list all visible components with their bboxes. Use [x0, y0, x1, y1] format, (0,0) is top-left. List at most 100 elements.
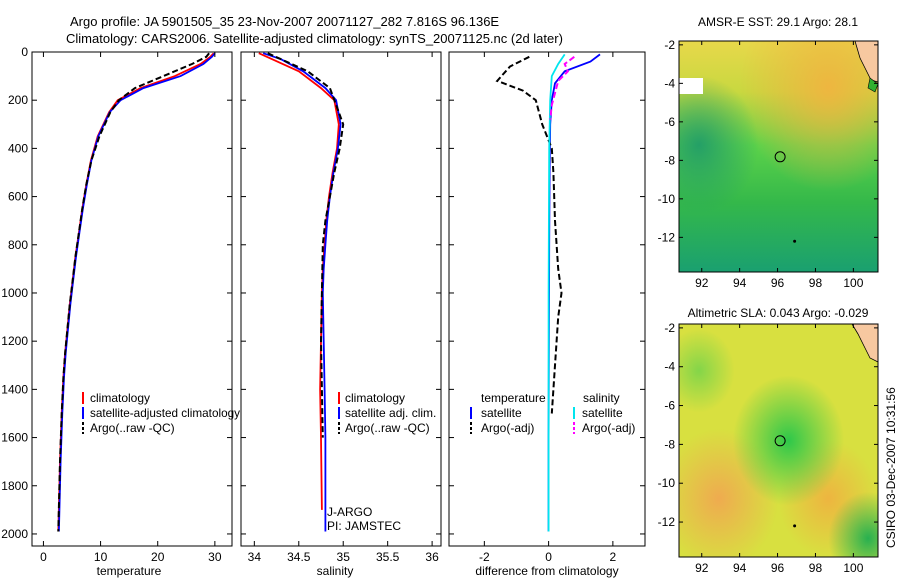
- temperature-lines: [57, 52, 216, 532]
- y-tick-label: 1200: [1, 334, 28, 348]
- temperature-axes-frame: [31, 51, 233, 547]
- difference-xlabel: difference from climatology: [475, 564, 618, 578]
- salinity-panel: 34 34.5 35 35.5 36 salinity climatology sate…: [240, 51, 442, 578]
- x-tick-label: 0: [545, 550, 552, 564]
- y-tick-label: -4: [664, 76, 675, 90]
- y-tick-label: 400: [8, 141, 28, 155]
- y-tick-label: 600: [8, 190, 28, 204]
- y-tick-label: -8: [664, 437, 675, 451]
- location-dot: [793, 524, 797, 528]
- legend-label-climatology: climatology: [345, 391, 405, 405]
- land-coast: [867, 77, 879, 93]
- y-tick-label: 1000: [1, 286, 28, 300]
- y-tick-label: -12: [658, 515, 676, 529]
- figure-title-line2: Climatology: CARS2006. Satellite-adjuste…: [66, 31, 563, 46]
- salinity-y-ticks: [241, 51, 441, 535]
- sla-low-region: [679, 324, 878, 557]
- x-tick-label: 35.5: [376, 550, 400, 564]
- legend-label-argo: Argo(..raw -QC): [90, 421, 175, 435]
- y-tick-label: 0: [21, 45, 28, 59]
- legend-label-satellite: satellite adj. clim.: [345, 406, 436, 420]
- difference-axes-frame: [448, 51, 646, 547]
- legend-label-temp-argo: Argo(-adj): [481, 421, 534, 435]
- x-tick-label: 98: [809, 561, 823, 575]
- series-line: [547, 53, 566, 532]
- x-tick-label: 10: [94, 550, 108, 564]
- y-tick-label: -2: [664, 38, 675, 52]
- y-tick-label: -12: [658, 230, 676, 244]
- y-tick-label: 1600: [1, 431, 28, 445]
- x-tick-label: 35: [337, 550, 351, 564]
- series-line: [58, 52, 216, 532]
- x-tick-label: 94: [733, 561, 747, 575]
- series-line: [495, 55, 563, 414]
- y-tick-label: 1400: [1, 382, 28, 396]
- y-tick-label: 800: [8, 238, 28, 252]
- x-tick-label: 92: [695, 276, 709, 290]
- y-tick-label: -6: [664, 115, 675, 129]
- x-tick-label: -2: [479, 550, 490, 564]
- figure-title-line1: Argo profile: JA 5901505_35 23-Nov-2007 …: [70, 14, 499, 29]
- sla-axes-frame: [678, 323, 879, 558]
- argo-position-marker: [774, 435, 786, 447]
- y-tick-label: 200: [8, 93, 28, 107]
- legend-title-temperature: temperature: [481, 391, 546, 405]
- sst-missing-data: [679, 78, 703, 94]
- x-tick-label: 2: [610, 550, 617, 564]
- temperature-xlabel: temperature: [97, 564, 162, 578]
- legend-label-sal-argo: Argo(-adj): [582, 421, 635, 435]
- salinity-xlabel: salinity: [317, 564, 354, 578]
- series-line: [267, 52, 345, 438]
- salinity-axes-frame: [240, 51, 442, 547]
- x-tick-label: 0: [40, 550, 47, 564]
- temperature-y-ticks: 0 200 400 600 800 1000 1200 1400 1600 1800 2000: [1, 45, 232, 541]
- x-tick-label: 98: [809, 276, 823, 290]
- sst-axes: 92 94 96 98 100 -2 -4 -6 -8 -10 -12: [658, 38, 878, 290]
- x-tick-label: 30: [208, 550, 222, 564]
- series-line: [549, 56, 575, 120]
- legend-label-argo: Argo(..raw -QC): [345, 421, 430, 435]
- annotation-pi: PI: JAMSTEC: [327, 519, 401, 533]
- series-line: [57, 52, 210, 532]
- difference-y-ticks: [449, 51, 645, 535]
- y-tick-label: 2000: [1, 527, 28, 541]
- sla-axes: 92 94 96 98 100 -2 -4 -6 -8 -10 -12: [658, 321, 878, 575]
- difference-x-ticks: -2 0 2: [479, 52, 617, 564]
- x-tick-label: 94: [733, 276, 747, 290]
- legend-label-sal-satellite: satellite: [582, 406, 623, 420]
- temperature-x-ticks: 0 10 20 30: [40, 52, 222, 564]
- sst-map-title: AMSR-E SST: 29.1 Argo: 28.1: [698, 15, 858, 29]
- difference-panel: -2 0 2 difference from climatology tempera…: [448, 51, 646, 578]
- y-tick-label: -10: [658, 476, 676, 490]
- legend-title-salinity: salinity: [583, 391, 620, 405]
- x-tick-label: 34: [248, 550, 262, 564]
- x-tick-label: 100: [843, 276, 863, 290]
- y-tick-label: -4: [664, 360, 675, 374]
- annotation-program: J-ARGO: [327, 505, 372, 519]
- legend-label-satellite: satellite-adjusted climatology: [90, 406, 240, 420]
- y-tick-label: -6: [664, 399, 675, 413]
- temperature-panel: 0 10 20 30 0 200 400 600 800 1000 1200 1400 1600 180…: [1, 45, 240, 578]
- y-tick-label: 1800: [1, 479, 28, 493]
- sla-map-title: Altimetric SLA: 0.043 Argo: -0.029: [688, 306, 869, 320]
- sst-map: AMSR-E SST: 29.1 Argo: 28.1 92 94 96 98 100 -…: [658, 15, 879, 290]
- salinity-legend: climatology satellite adj. clim. Argo(..…: [338, 391, 436, 435]
- x-tick-label: 96: [771, 276, 785, 290]
- salinity-lines: [258, 52, 345, 532]
- x-tick-label: 34.5: [287, 550, 311, 564]
- series-line: [57, 52, 215, 532]
- series-line: [262, 52, 342, 532]
- x-tick-label: 20: [151, 550, 165, 564]
- footer-stamp: CSIRO 03-Dec-2007 10:31:56: [884, 387, 898, 548]
- location-dot: [793, 239, 797, 243]
- x-tick-label: 100: [843, 561, 863, 575]
- salinity-x-ticks: 34 34.5 35 35.5 36: [248, 52, 439, 564]
- y-tick-label: -8: [664, 153, 675, 167]
- legend-label-temp-satellite: satellite: [481, 406, 522, 420]
- difference-legend: temperature satellite Argo(-adj) salinit…: [470, 391, 635, 435]
- legend-label-climatology: climatology: [90, 391, 150, 405]
- y-tick-label: -10: [658, 192, 676, 206]
- sla-map: Altimetric SLA: 0.043 Argo: -0.029 92 94 9…: [658, 306, 879, 575]
- x-tick-label: 96: [771, 561, 785, 575]
